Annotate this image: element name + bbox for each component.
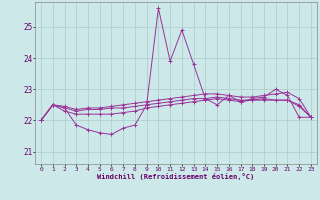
X-axis label: Windchill (Refroidissement éolien,°C): Windchill (Refroidissement éolien,°C) (97, 173, 255, 180)
